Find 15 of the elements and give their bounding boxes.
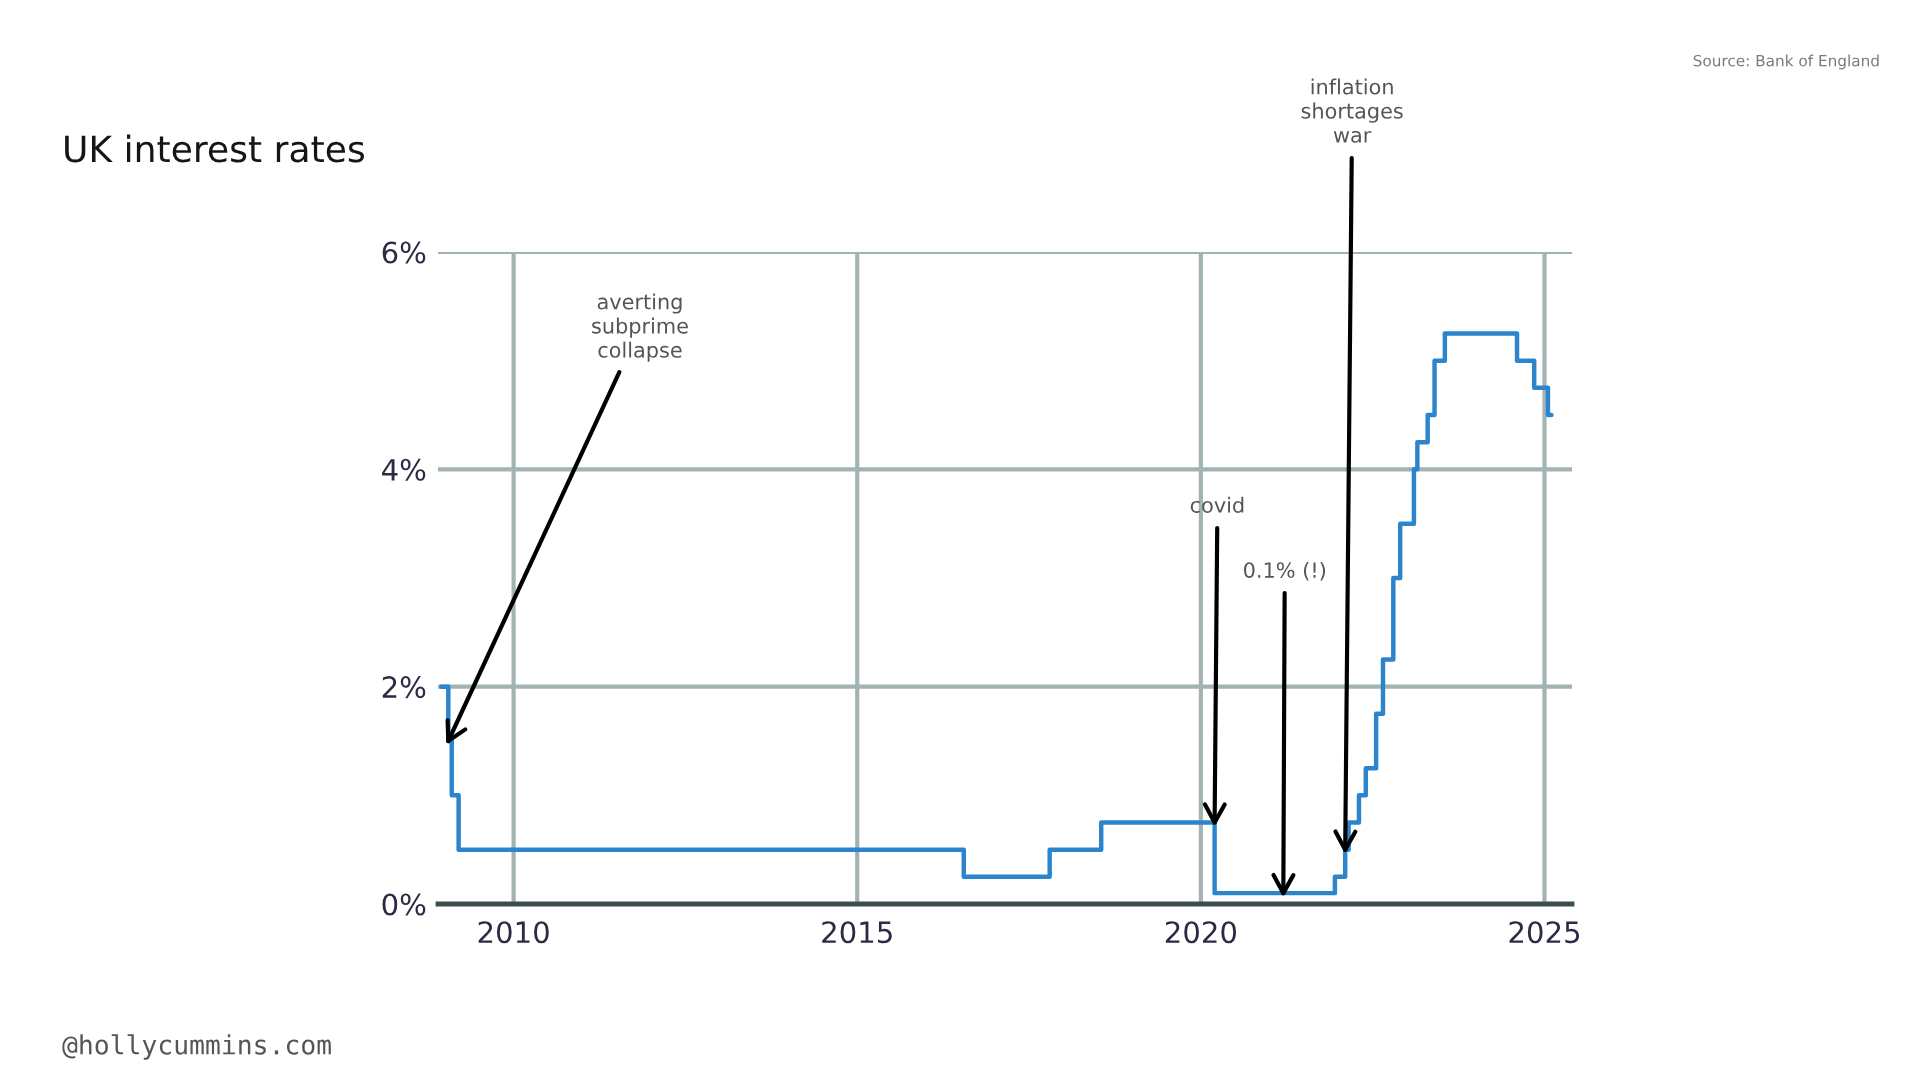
y-tick-label: 2% (382, 676, 426, 699)
x-tick-label: 2025 (1509, 921, 1580, 944)
annotation: inflation shortages war (1301, 78, 1403, 143)
y-tick-label: 0% (382, 893, 426, 916)
x-tick-label: 2020 (1165, 921, 1237, 944)
text: @hollycummins.com (62, 1034, 331, 1060)
source-note: Source: Bank of England (1693, 54, 1879, 70)
annotation: averting subprime collapse (592, 293, 688, 362)
annotation: 0.1% (!) (1244, 561, 1326, 581)
y-tick-label: 4% (382, 458, 426, 481)
x-tick-label: 2010 (478, 921, 549, 944)
chart-title: UK interest rates (65, 134, 364, 163)
annotation: covid (1190, 496, 1244, 513)
x-tick-label: 2015 (822, 921, 892, 944)
y-tick-label: 6% (382, 241, 426, 264)
